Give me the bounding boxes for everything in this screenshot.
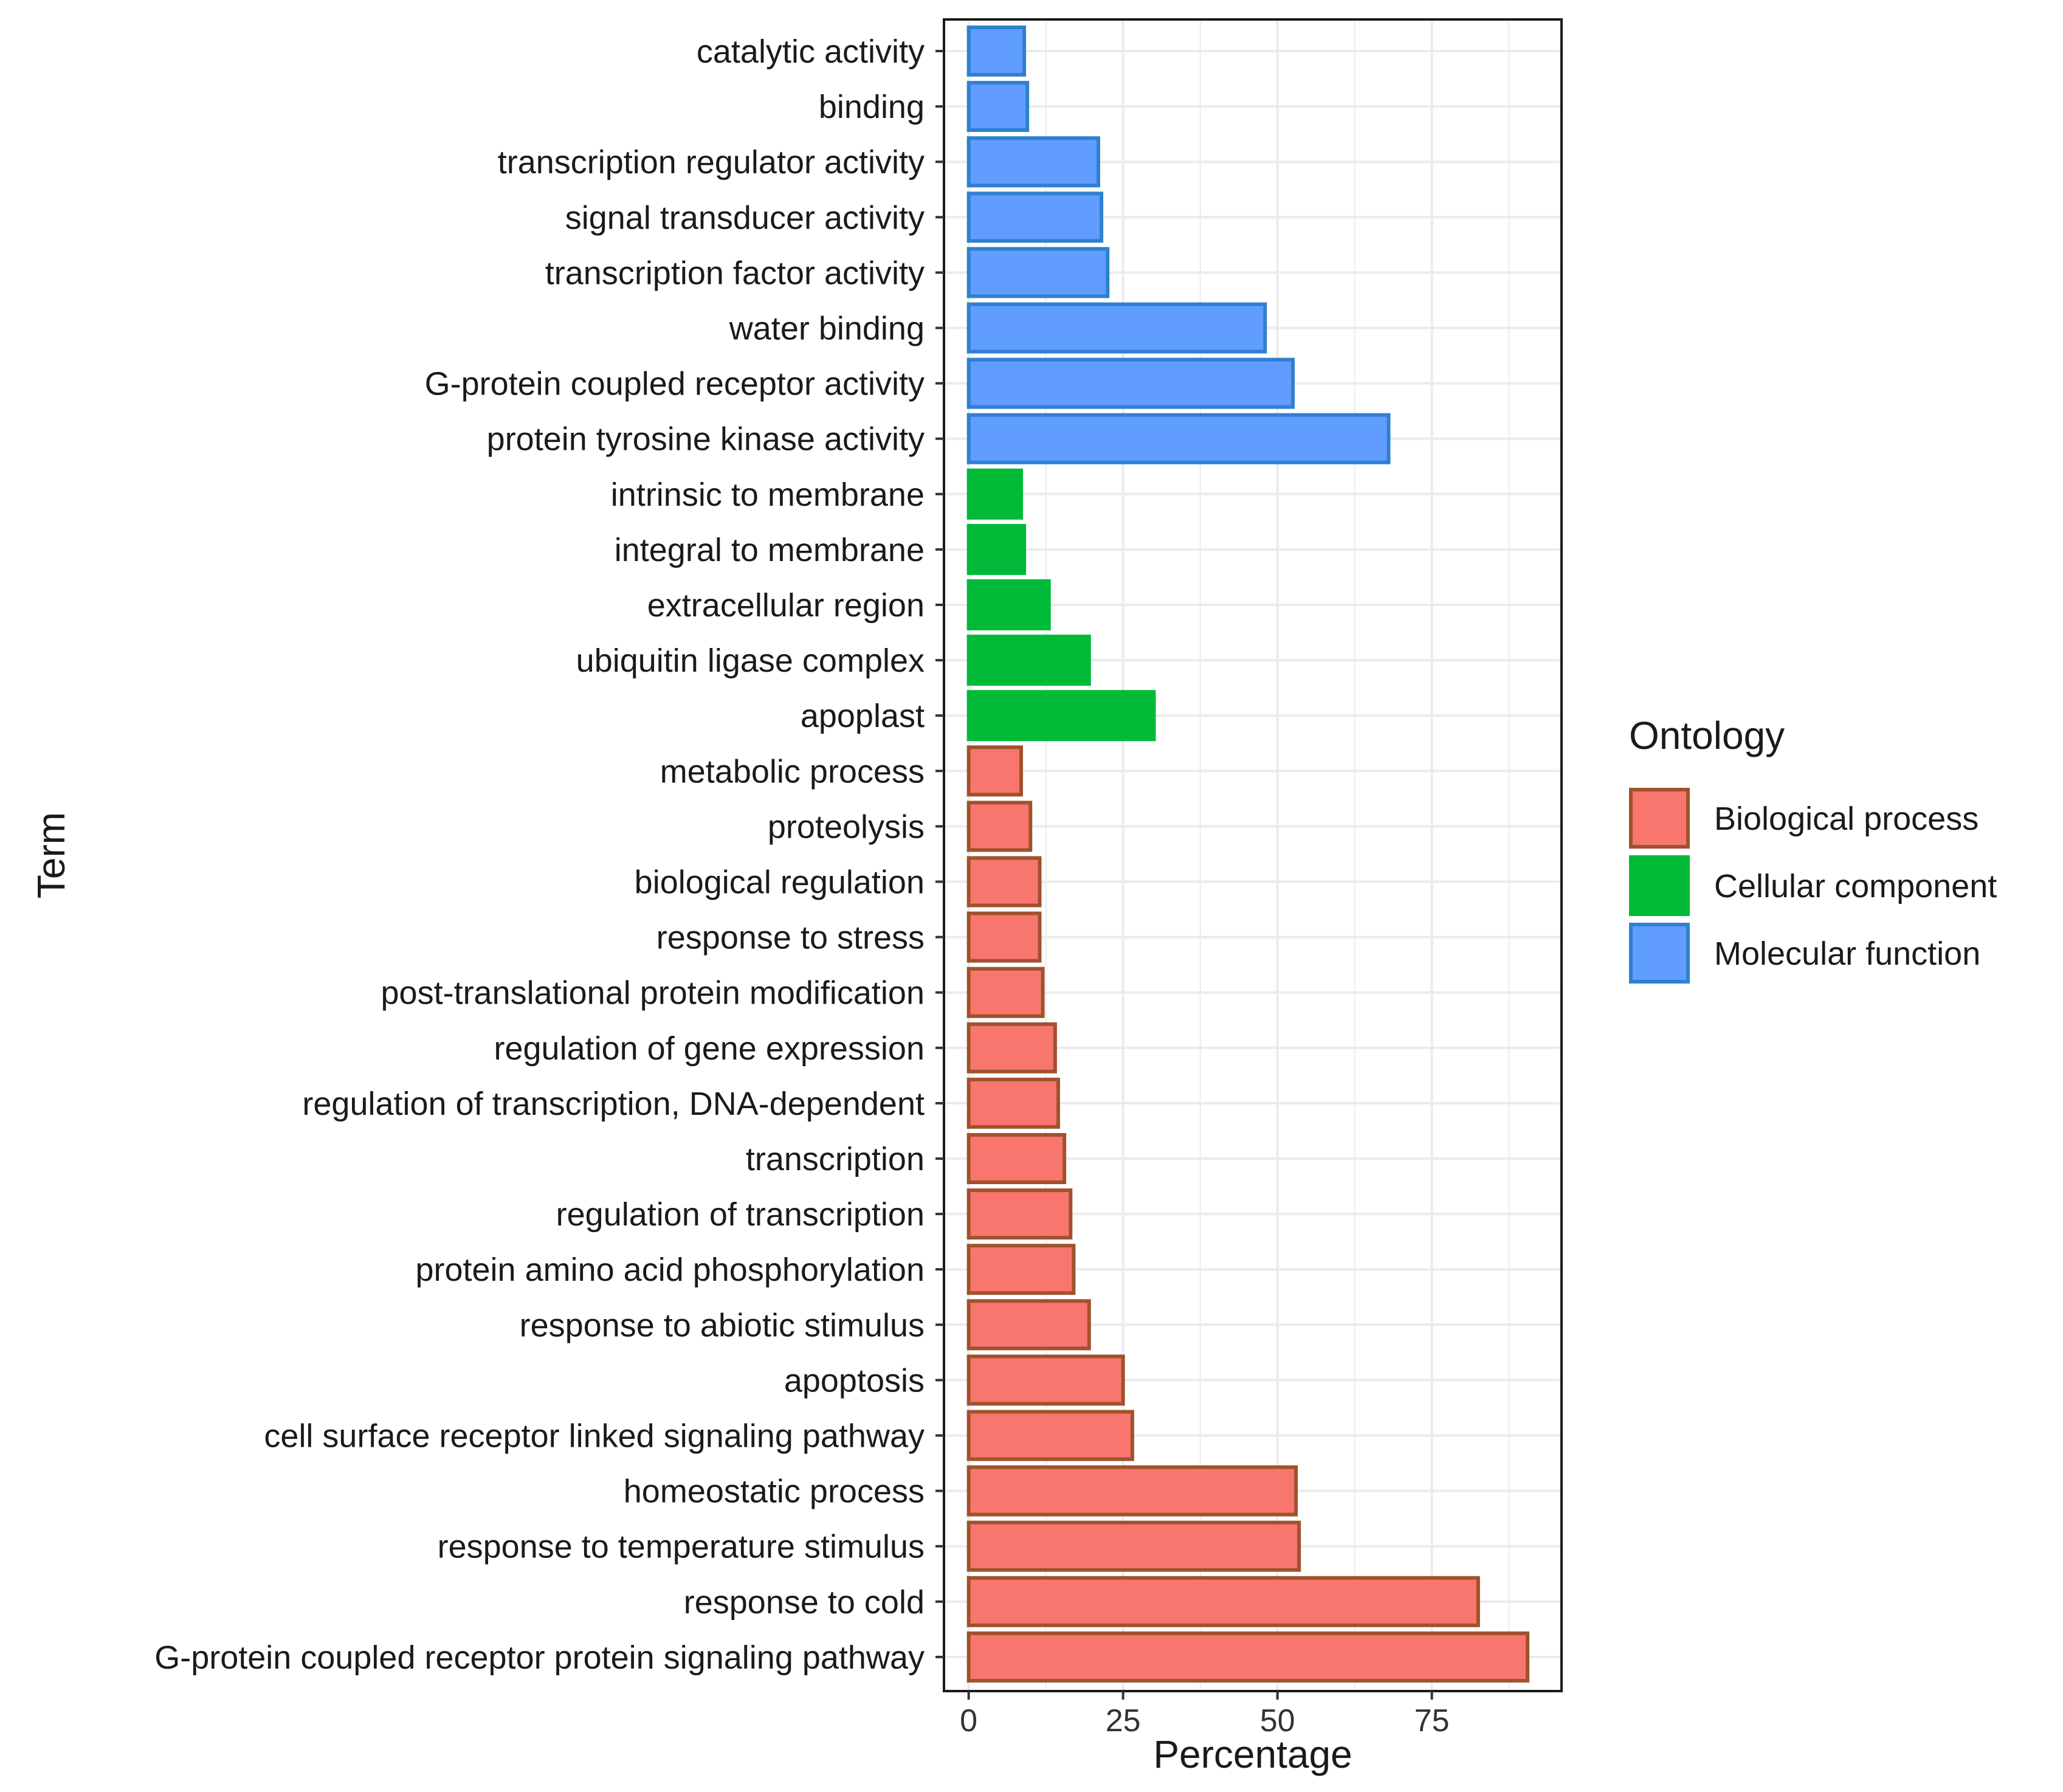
bar-extracellular-region <box>966 579 1051 630</box>
y-tick-label: transcription regulator activity <box>498 144 925 181</box>
bar-g-protein-coupled-receptor-protein-signaling-pathway <box>966 1631 1530 1683</box>
bar-cell-surface-receptor-linked-signaling-pathway <box>966 1410 1134 1461</box>
bar-transcription <box>966 1133 1067 1184</box>
y-tick-label: transcription <box>746 1141 925 1177</box>
y-tick-label: regulation of transcription, DNA-depende… <box>302 1086 925 1122</box>
y-tick-label: extracellular region <box>647 587 925 624</box>
bar-proteolysis <box>966 801 1033 852</box>
y-axis-title: Term <box>29 812 73 898</box>
x-axis-title: Percentage <box>1153 1732 1352 1776</box>
bar-signal-transducer-activity <box>966 191 1104 243</box>
y-tick-label: catalytic activity <box>697 33 925 70</box>
bar-apoptosis <box>966 1354 1125 1406</box>
x-tick-label: 50 <box>1260 1703 1295 1739</box>
y-tick-label: post-translational protein modification <box>381 975 925 1011</box>
y-tick-label: G-protein coupled receptor protein signa… <box>154 1639 925 1676</box>
bar-protein-tyrosine-kinase-activity <box>966 413 1391 464</box>
legend-label: Molecular function <box>1714 936 1980 972</box>
y-tick-label: intrinsic to membrane <box>611 477 925 513</box>
legend-label: Cellular component <box>1714 868 1997 905</box>
y-tick-label: G-protein coupled receptor activity <box>425 366 925 402</box>
bar-ubiquitin-ligase-complex <box>966 635 1091 686</box>
y-tick-label: apoplast <box>801 698 925 734</box>
bar-biological-regulation <box>966 856 1042 908</box>
bar-response-to-abiotic-stimulus <box>966 1299 1091 1351</box>
y-tick-label: proteolysis <box>768 808 925 845</box>
y-tick-label: homeostatic process <box>624 1473 925 1510</box>
y-tick-label: protein amino acid phosphorylation <box>415 1252 925 1288</box>
plot-panel-border <box>943 18 1563 1692</box>
y-tick-label: water binding <box>729 311 925 347</box>
bar-water-binding <box>966 302 1267 354</box>
bar-protein-amino-acid-phosphorylation <box>966 1244 1076 1295</box>
bar-g-protein-coupled-receptor-activity <box>966 357 1295 409</box>
y-tick-label: protein tyrosine kinase activity <box>487 421 925 458</box>
x-tick-label: 25 <box>1106 1703 1141 1739</box>
y-tick-label: transcription factor activity <box>545 255 925 291</box>
bar-regulation-of-gene-expression <box>966 1022 1057 1073</box>
bars <box>966 26 1530 1683</box>
bar-homeostatic-process <box>966 1465 1298 1517</box>
legend: Ontology Biological process Cellular comp… <box>1629 714 1997 984</box>
bar-apoplast <box>966 690 1156 742</box>
legend-label: Biological process <box>1714 801 1979 837</box>
y-tick-label: metabolic process <box>660 753 925 790</box>
bar-catalytic-activity <box>966 26 1027 77</box>
y-tick-label: response to cold <box>684 1584 925 1621</box>
y-tick-label: signal transducer activity <box>565 199 925 236</box>
y-tick-label: response to temperature stimulus <box>438 1529 925 1565</box>
bar-response-to-cold <box>966 1576 1480 1627</box>
legend-key-molecular-function <box>1629 923 1690 984</box>
y-tick-label: apoptosis <box>784 1362 925 1399</box>
legend-key-cellular-component <box>1629 855 1690 916</box>
y-tick-label: regulation of gene expression <box>494 1030 925 1067</box>
x-tick-label: 75 <box>1414 1703 1450 1739</box>
x-axis-ticks: 0 25 50 75 <box>960 1691 1450 1739</box>
y-axis-ticks: catalytic activity binding transcription r… <box>154 33 944 1676</box>
y-tick-label: response to stress <box>656 920 925 956</box>
y-tick-label: response to abiotic stimulus <box>520 1307 925 1343</box>
bar-integral-to-membrane <box>966 523 1027 575</box>
y-tick-label: cell surface receptor linked signaling p… <box>264 1418 925 1455</box>
bar-binding <box>966 81 1030 133</box>
y-tick-label: integral to membrane <box>615 532 925 568</box>
bar-metabolic-process <box>966 745 1024 797</box>
bar-intrinsic-to-membrane <box>966 468 1024 520</box>
bar-transcription-factor-activity <box>966 247 1110 298</box>
bar-regulation-of-transcription-dna-dependent <box>966 1077 1060 1129</box>
bar-response-to-stress <box>966 911 1042 963</box>
y-tick-label: binding <box>819 89 925 125</box>
y-tick-label: ubiquitin ligase complex <box>576 643 925 679</box>
bar-regulation-of-transcription <box>966 1188 1073 1240</box>
legend-title: Ontology <box>1629 714 1785 757</box>
bar-post-translational-protein-modification <box>966 967 1045 1018</box>
y-tick-label: regulation of transcription <box>556 1196 925 1233</box>
y-tick-label: biological regulation <box>635 864 925 901</box>
x-tick-label: 0 <box>960 1703 977 1739</box>
bar-transcription-regulator-activity <box>966 136 1101 188</box>
legend-key-biological-process <box>1629 788 1690 849</box>
bar-response-to-temperature-stimulus <box>966 1520 1301 1572</box>
